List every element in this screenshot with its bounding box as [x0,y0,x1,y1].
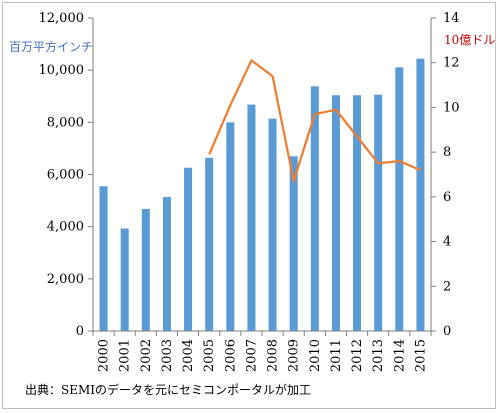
x-axis-label: 2013 [371,339,386,372]
x-axis-label: 2005 [202,339,217,372]
x-axis-label: 2001 [118,339,133,372]
right-axis-unit-label: 10億ドル [444,33,495,47]
bar-2005 [205,157,214,331]
right-axis-tick-label: 12 [443,56,460,71]
bar-2007 [247,104,256,331]
x-axis-label: 2007 [244,339,259,372]
bar-2014 [395,67,404,332]
left-axis-unit-label: 百万平方インチ [9,39,93,54]
bar-2013 [374,94,383,331]
right-axis-tick-label: 14 [443,11,460,26]
x-axis-label: 2002 [139,339,154,372]
left-axis-tick-label: 6,000 [47,168,84,183]
x-axis-label: 2012 [350,339,365,372]
x-axis-label: 2010 [308,339,323,372]
right-axis-tick-label: 4 [443,235,451,250]
x-axis-label: 2008 [266,339,281,372]
bar-2012 [353,95,362,331]
x-axis-label: 2009 [287,339,302,372]
right-axis-tick-label: 10 [443,100,460,115]
x-axis-label: 2006 [223,339,238,372]
bar-2008 [268,118,277,331]
bar-2001 [120,228,129,331]
right-axis-tick-label: 6 [443,190,451,205]
bar-2003 [162,196,171,331]
bar-2006 [226,122,235,331]
left-axis-tick-label: 8,000 [47,115,84,130]
bar-2011 [331,95,340,331]
bar-2010 [310,86,319,331]
bar-2004 [184,167,193,331]
x-axis-label: 2014 [392,339,407,372]
x-axis-label: 2003 [160,339,175,372]
left-axis-tick-label: 2,000 [47,272,84,287]
right-axis-tick-label: 0 [443,324,451,339]
left-axis-tick-label: 4,000 [47,220,84,235]
left-axis-tick-label: 10,000 [39,63,85,78]
bar-2009 [289,156,298,331]
right-axis-tick-label: 2 [443,279,451,294]
left-axis-tick-label: 0 [76,324,84,339]
x-axis-label: 2015 [413,339,428,372]
x-axis-label: 2004 [181,339,196,372]
bar-2002 [141,208,150,331]
chart-frame: 0 2,000 4,000 6,000 8,000 10,000 12,000 0 2 4 6 8 1… [2,2,496,409]
chart-svg: 0 2,000 4,000 6,000 8,000 10,000 12,000 0 2 4 6 8 1… [9,11,495,372]
bar-2000 [99,186,108,331]
left-axis-tick-label: 12,000 [39,11,85,26]
bar-2015 [416,58,425,331]
x-axis-label: 2011 [329,339,344,372]
right-axis-tick-label: 8 [443,145,451,160]
source-note: 出典：SEMIのデータを元にセミコンポータルが加工 [25,383,312,397]
x-axis-label: 2000 [97,339,112,372]
